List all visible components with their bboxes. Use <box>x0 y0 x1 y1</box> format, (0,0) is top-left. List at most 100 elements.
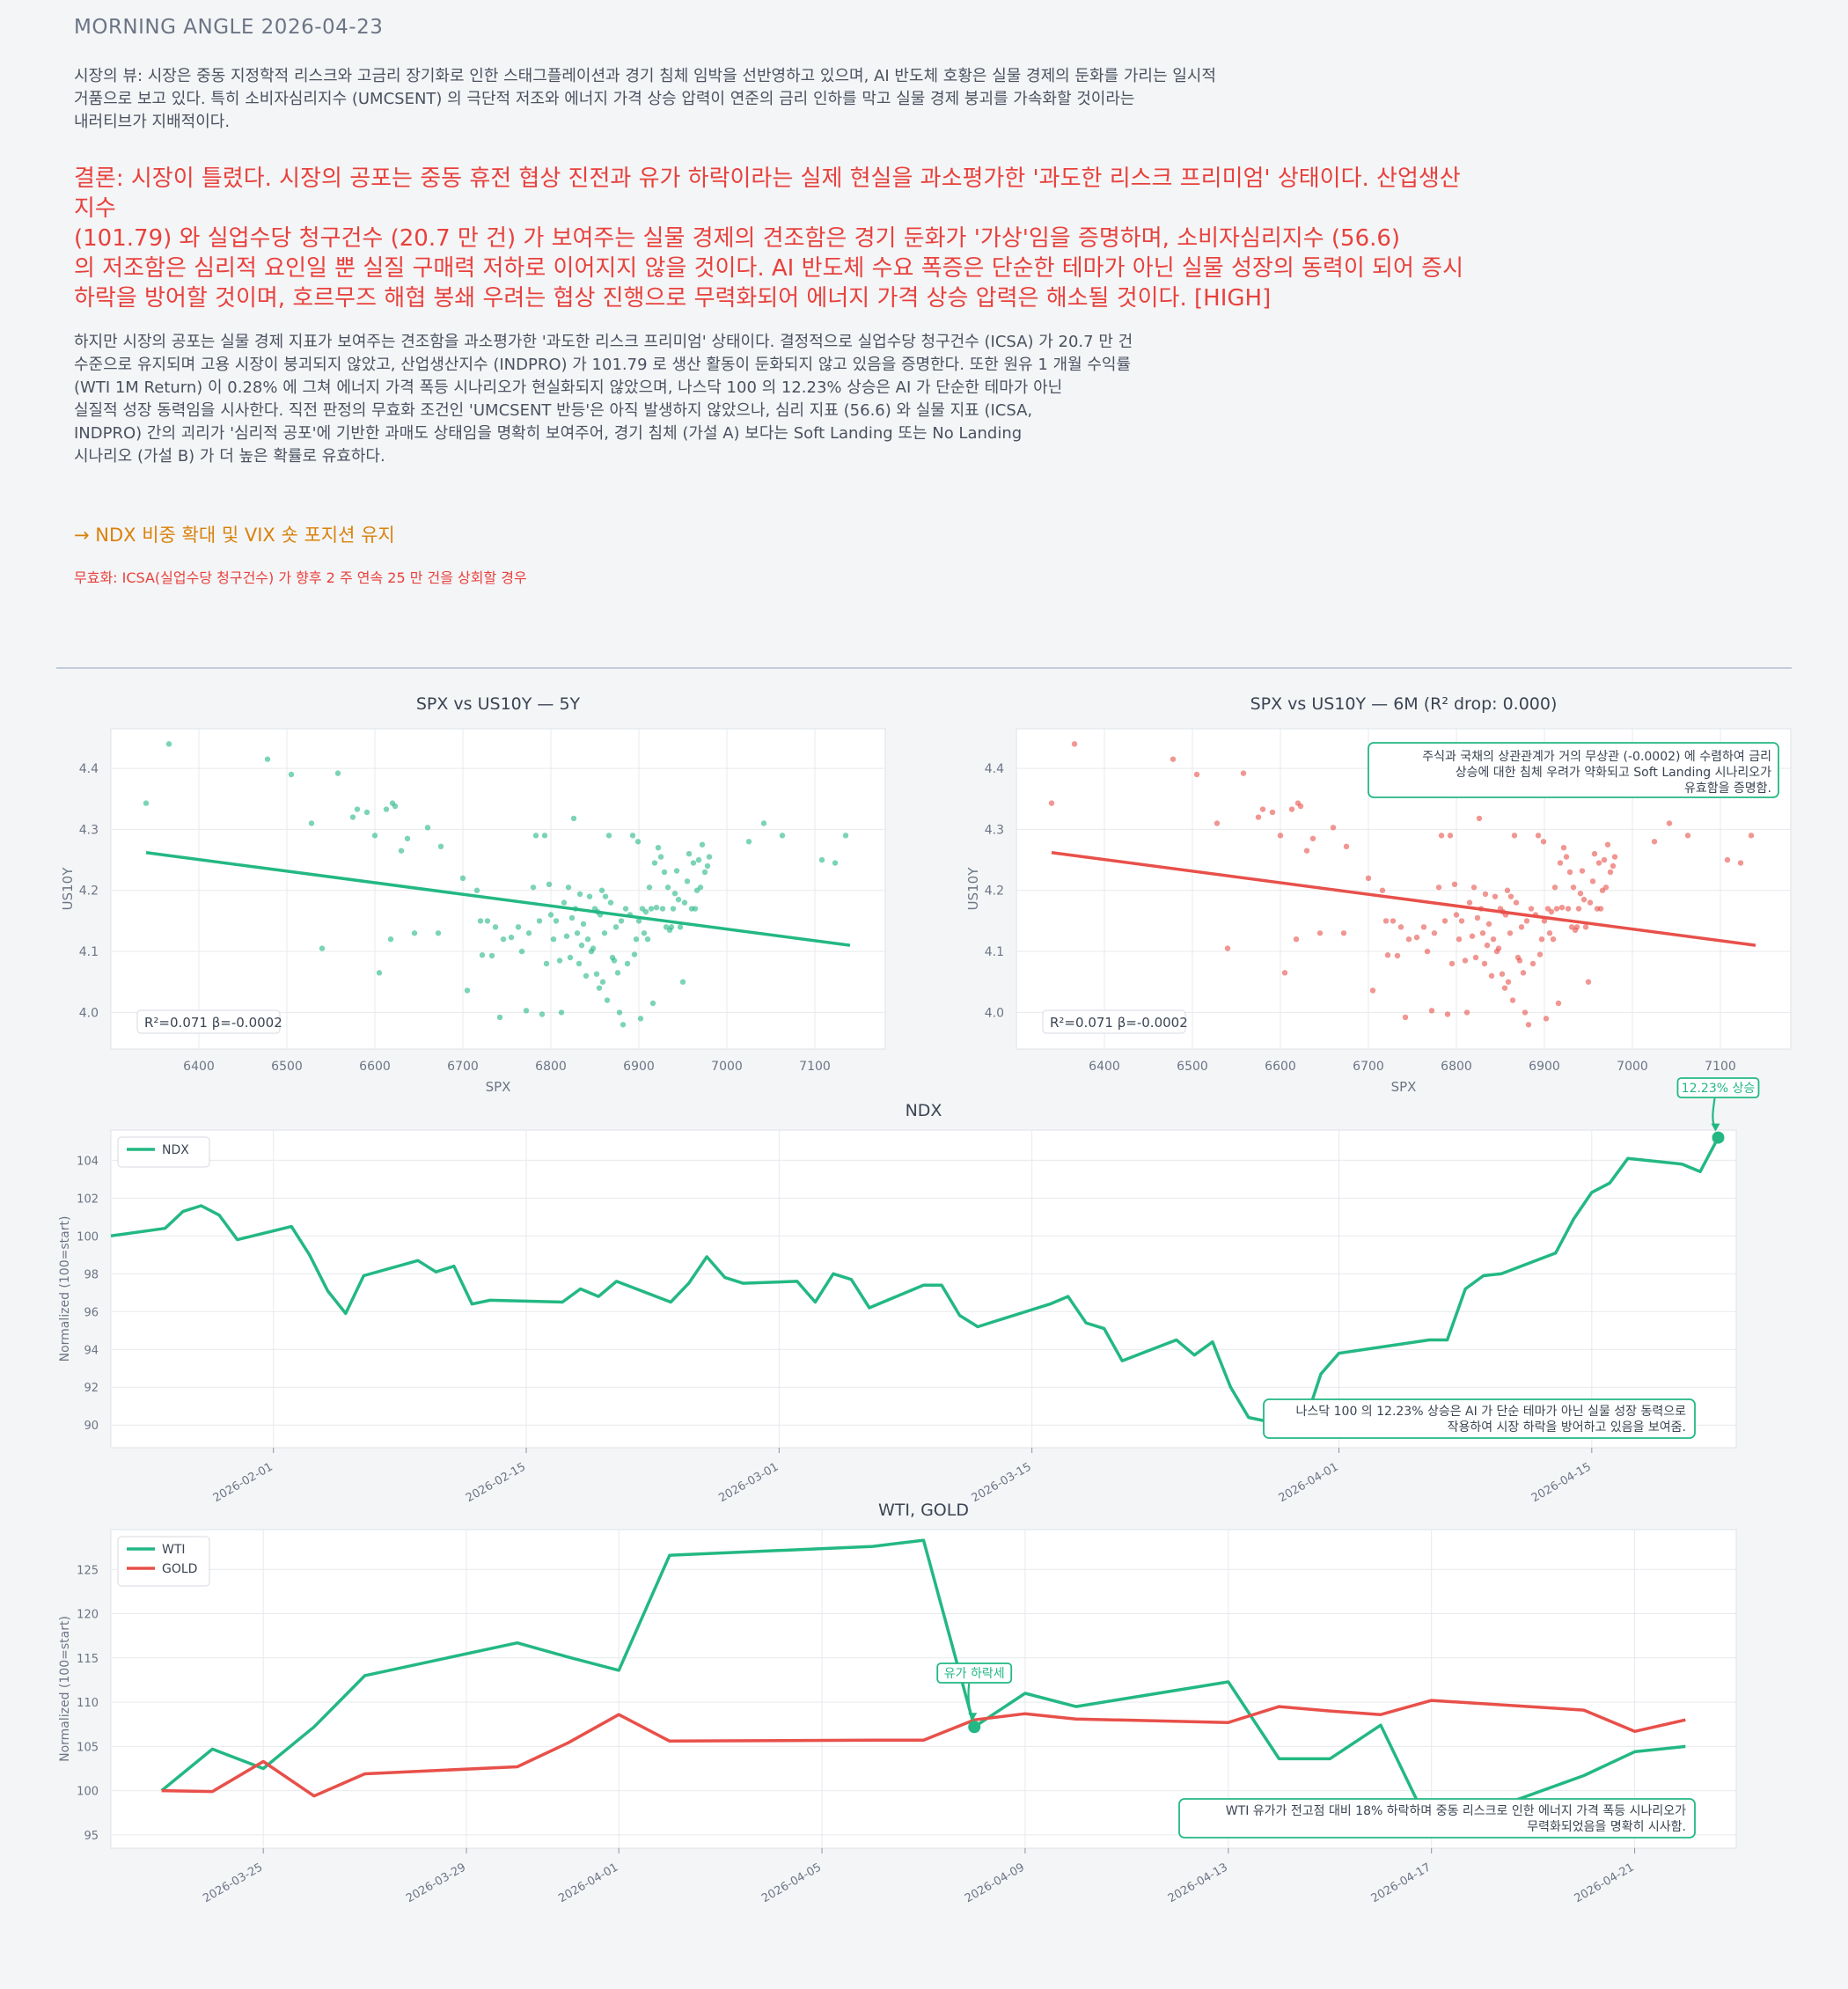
action-recommendation: → NDX 비중 확대 및 VIX 숏 포지션 유지 <box>74 525 395 546</box>
scatter-point <box>1550 936 1557 943</box>
scatter-point <box>1277 833 1284 839</box>
y-tick-label: 110 <box>77 1697 99 1710</box>
y-tick-label: 104 <box>77 1155 99 1168</box>
annotation-text: 나스닥 100 의 12.23% 상승은 AI 가 단순 테마가 아닌 실물 성… <box>1296 1405 1687 1419</box>
scatter-point <box>574 930 581 936</box>
legend-label: WTI <box>162 1543 186 1557</box>
annotation-text: 유효함을 증명함. <box>1684 782 1771 796</box>
scatter-point <box>1474 914 1481 921</box>
scatter-point <box>677 924 684 930</box>
scatter-point <box>1490 936 1497 943</box>
scatter-point <box>1516 958 1523 964</box>
scatter-point <box>561 899 568 906</box>
scatter-point <box>701 869 708 876</box>
scatter-point <box>508 934 515 941</box>
scatter-point <box>1240 770 1247 776</box>
scatter-point <box>411 930 418 936</box>
x-tick-label: 7100 <box>1705 1060 1736 1074</box>
scatter-point <box>1518 924 1525 930</box>
scatter-point <box>543 960 550 967</box>
scatter-point <box>1546 930 1553 936</box>
scatter-point <box>1281 970 1288 976</box>
scatter-point <box>576 891 583 898</box>
analysis-line: INDPRO) 간의 괴리가 '심리적 공포'에 기반한 과매도 상태임을 명확… <box>74 424 1023 443</box>
scatter-point <box>1424 948 1431 955</box>
scatter-point <box>424 825 431 831</box>
scatter-point <box>1585 979 1592 985</box>
scatter-point <box>584 936 591 943</box>
scatter-point <box>1540 839 1547 845</box>
plot-area <box>110 1529 1737 1849</box>
scatter-point <box>760 820 767 826</box>
scatter-point <box>1555 1000 1562 1007</box>
scatter-point <box>550 936 557 943</box>
scatter-point <box>651 860 658 866</box>
scatter-point <box>1463 1009 1470 1016</box>
scatter-point <box>387 936 394 943</box>
scatter-point <box>488 952 495 959</box>
x-tick-label: 2026-02-15 <box>464 1460 528 1505</box>
scatter-point <box>1587 899 1594 906</box>
y-tick-label: 4.2 <box>985 884 1004 899</box>
x-tick-label: 2026-03-01 <box>716 1460 781 1505</box>
scatter-point <box>518 948 525 955</box>
scatter-point <box>646 884 653 891</box>
conclusion-line: 결론: 시장이 틀렸다. 시장의 공포는 중동 휴전 협상 진전과 유가 하락이… <box>74 165 1461 222</box>
scatter-point <box>525 930 532 936</box>
scatter-point <box>1293 936 1300 943</box>
scatter-point <box>620 1022 627 1028</box>
scatter-point <box>1343 843 1350 850</box>
scatter-point <box>398 848 405 854</box>
scatter-point <box>1560 845 1567 851</box>
scatter-point <box>1288 806 1295 812</box>
scatter-point <box>631 951 638 958</box>
scatter-point <box>604 997 611 1003</box>
scatter-point <box>536 918 543 924</box>
scatter-point <box>616 1009 623 1016</box>
plot-area <box>110 728 886 1050</box>
y-tick-label: 4.4 <box>985 762 1004 776</box>
annotation-box <box>1676 1077 1760 1098</box>
regression-line <box>145 851 851 947</box>
chart-title: SPX vs US10Y — 5Y <box>416 694 581 714</box>
scatter-point <box>1566 869 1573 876</box>
scatter-point <box>1499 971 1506 977</box>
scatter-point <box>1601 856 1608 863</box>
scatter-point <box>586 893 593 899</box>
scatter-point <box>1563 854 1570 860</box>
scatter-point <box>464 987 471 994</box>
scatter-point <box>1451 881 1458 887</box>
x-tick-label: 2026-04-05 <box>759 1861 824 1905</box>
scatter-point <box>641 930 648 936</box>
scatter-point <box>1582 924 1589 930</box>
x-tick-label: 2026-04-21 <box>1573 1861 1637 1905</box>
scatter-point <box>599 979 606 985</box>
scatter-point <box>612 924 620 930</box>
scatter-point <box>567 954 574 961</box>
y-tick-label: 4.0 <box>79 1006 99 1020</box>
scatter-point <box>1469 933 1476 939</box>
y-tick-label: 90 <box>84 1420 99 1433</box>
scatter-point <box>1538 936 1545 943</box>
scatter-point <box>515 924 522 930</box>
x-tick-label: 2026-04-09 <box>963 1861 1027 1905</box>
legend <box>117 1136 210 1168</box>
scatter-point <box>1488 972 1495 980</box>
scatter-point <box>670 906 677 912</box>
highlight-marker <box>968 1721 981 1734</box>
conclusion: 결론: 시장이 틀렸다. 시장의 공포는 중동 휴전 협상 진전과 유가 하락이… <box>74 164 1464 313</box>
legend-label: NDX <box>162 1143 189 1157</box>
scatter-point <box>1456 936 1463 943</box>
x-tick-label: 6800 <box>535 1060 567 1074</box>
scatter-point <box>539 1011 546 1017</box>
scatter-point <box>686 850 693 857</box>
analysis-line: 실질적 성장 동력임을 시사한다. 직전 판정의 무효화 조건인 'UMCSEN… <box>74 401 1033 420</box>
highlight-marker <box>1712 1131 1725 1144</box>
x-axis-label: SPX <box>486 1079 511 1095</box>
scatter-point <box>1458 918 1465 924</box>
scatter-point <box>1482 891 1489 898</box>
scatter-point <box>1520 970 1527 976</box>
scatter-point <box>598 887 605 893</box>
scatter-point <box>1384 952 1391 958</box>
